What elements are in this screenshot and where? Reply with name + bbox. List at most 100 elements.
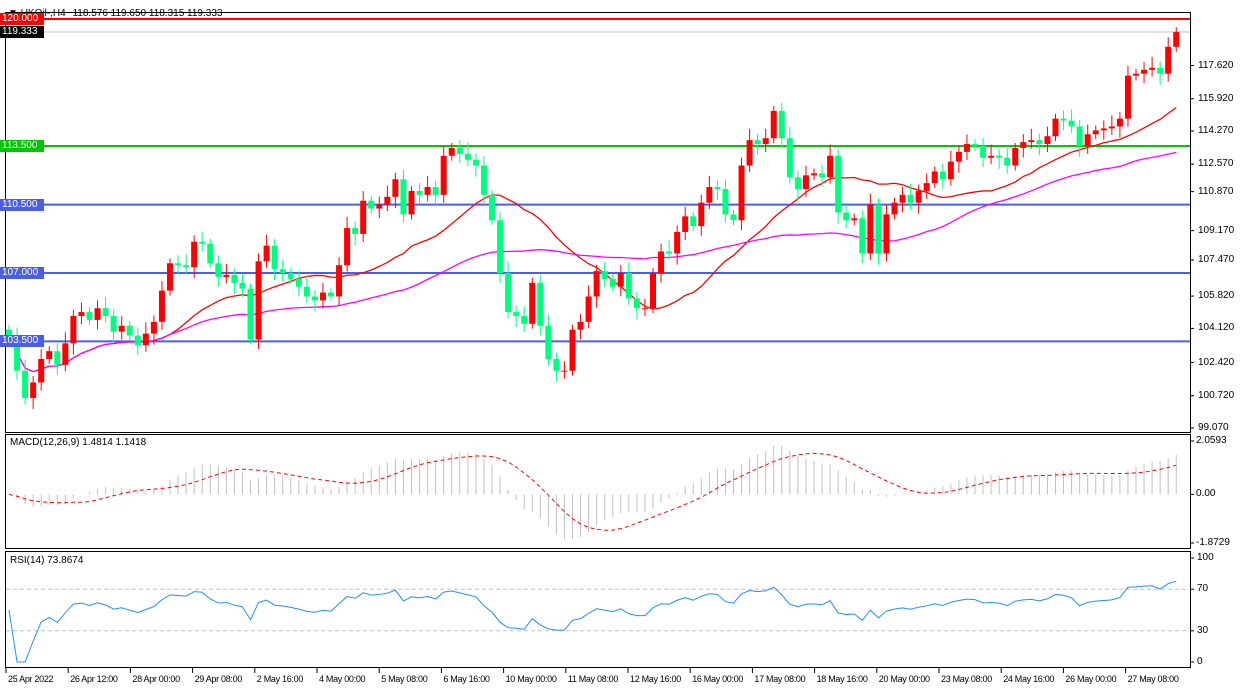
candle-body — [617, 273, 624, 287]
ma-slow-line — [8, 151, 1177, 373]
candle-body — [1141, 69, 1148, 74]
candle-body — [70, 316, 77, 344]
main-panel-frame — [5, 12, 1191, 433]
candle-body — [730, 214, 737, 221]
candle-body — [175, 263, 182, 266]
candle-body — [754, 140, 761, 145]
candle-body — [191, 241, 198, 268]
candle-body — [569, 329, 576, 371]
candle-body — [585, 296, 592, 322]
candle-body — [183, 265, 190, 268]
candle-body — [891, 202, 898, 215]
time-axis-label: 16 May 00:00 — [692, 674, 744, 684]
candle-body — [658, 251, 665, 274]
time-axis-label: 2 May 16:00 — [256, 674, 304, 684]
ma-fast-line — [8, 107, 1177, 373]
candle-body — [239, 282, 246, 289]
candle-body — [142, 333, 149, 346]
candle-body — [915, 190, 922, 203]
candle-body — [972, 144, 978, 147]
candle-body — [561, 370, 568, 372]
price-tick-label: 104.120 — [1198, 322, 1235, 334]
price-tick-label: 112.570 — [1198, 158, 1234, 170]
candle-body — [480, 165, 487, 195]
candle-body — [666, 251, 673, 254]
candle-body — [996, 155, 1003, 158]
candle-body — [859, 218, 866, 254]
price-tick-label: 105.820 — [1198, 290, 1235, 302]
time-axis-label: 18 May 16:00 — [816, 674, 868, 684]
candle-body — [62, 343, 69, 365]
candle-body — [424, 187, 431, 195]
candle-body — [489, 194, 495, 221]
level-price-tag: 110.500 — [0, 198, 44, 211]
candle-body — [907, 194, 914, 203]
candle-body — [199, 241, 206, 244]
time-axis-label: 26 Apr 12:00 — [70, 674, 118, 684]
candle-body — [770, 110, 777, 139]
candle-body — [674, 231, 681, 254]
candle-body — [1116, 118, 1123, 127]
candle-body — [1157, 67, 1164, 74]
candle-body — [706, 187, 713, 203]
candle-body — [408, 190, 415, 215]
price-tick-label: 115.920 — [1198, 92, 1234, 104]
time-axis-label: 11 May 08:00 — [567, 674, 619, 684]
candle-body — [1092, 130, 1099, 135]
time-axis-label: 20 May 00:00 — [878, 674, 930, 684]
candle-body — [303, 286, 310, 297]
rsi-tick-label: 30 — [1197, 624, 1209, 636]
rsi-tick-label: 100 — [1197, 552, 1214, 563]
candle-body — [746, 140, 753, 166]
current-price-tag: 119.333 — [0, 26, 44, 39]
macd-tick-label: -1.8729 — [1196, 537, 1230, 548]
price-tick-label: 99.070 — [1198, 421, 1229, 433]
candle-body — [1165, 46, 1172, 74]
candle-body — [1076, 126, 1083, 147]
price-tick-label: 117.620 — [1198, 59, 1234, 71]
candle-body — [231, 274, 238, 283]
macd-tick-label: 2.0593 — [1196, 435, 1227, 446]
candle-body — [1173, 32, 1180, 47]
candle-body — [1044, 136, 1051, 145]
rsi-line — [8, 580, 1177, 663]
candle-body — [682, 216, 689, 232]
time-axis-label: 26 May 00:00 — [1065, 674, 1117, 684]
candle-body — [167, 263, 173, 291]
candle-body — [263, 245, 270, 262]
candle-body — [472, 159, 479, 166]
time-axis-label: 27 May 08:00 — [1127, 674, 1179, 684]
candle-body — [762, 138, 769, 145]
candle-body — [1060, 118, 1067, 121]
candle-body — [344, 228, 351, 266]
candle-body — [6, 329, 12, 336]
candle-body — [1100, 128, 1107, 131]
candle-body — [513, 312, 520, 317]
candle-body — [714, 187, 721, 189]
price-tick-label: 102.420 — [1198, 356, 1235, 368]
price-tick-label: 109.170 — [1198, 224, 1235, 236]
candle-body — [102, 308, 109, 317]
candle-body — [963, 144, 970, 152]
candle-body — [947, 161, 954, 180]
time-axis-label: 4 May 00:00 — [319, 674, 366, 684]
candle-body — [255, 261, 262, 340]
candle-body — [46, 351, 53, 359]
candle-body — [54, 351, 61, 365]
candle-body — [1012, 147, 1019, 166]
candle-body — [988, 155, 995, 158]
candle-body — [416, 190, 423, 195]
candle-body — [279, 269, 286, 274]
candle-body — [319, 292, 326, 301]
time-axis-label: 25 Apr 2022 — [8, 674, 54, 684]
candle-body — [134, 335, 141, 346]
candle-body — [650, 273, 656, 309]
candle-body — [215, 263, 222, 277]
candle-body — [1004, 157, 1011, 166]
time-axis-label: 5 May 08:00 — [381, 674, 428, 684]
candle-body — [1108, 126, 1115, 129]
candle-body — [158, 290, 165, 322]
level-price-tag: 120.000 — [0, 13, 44, 25]
candle-body — [738, 165, 745, 221]
